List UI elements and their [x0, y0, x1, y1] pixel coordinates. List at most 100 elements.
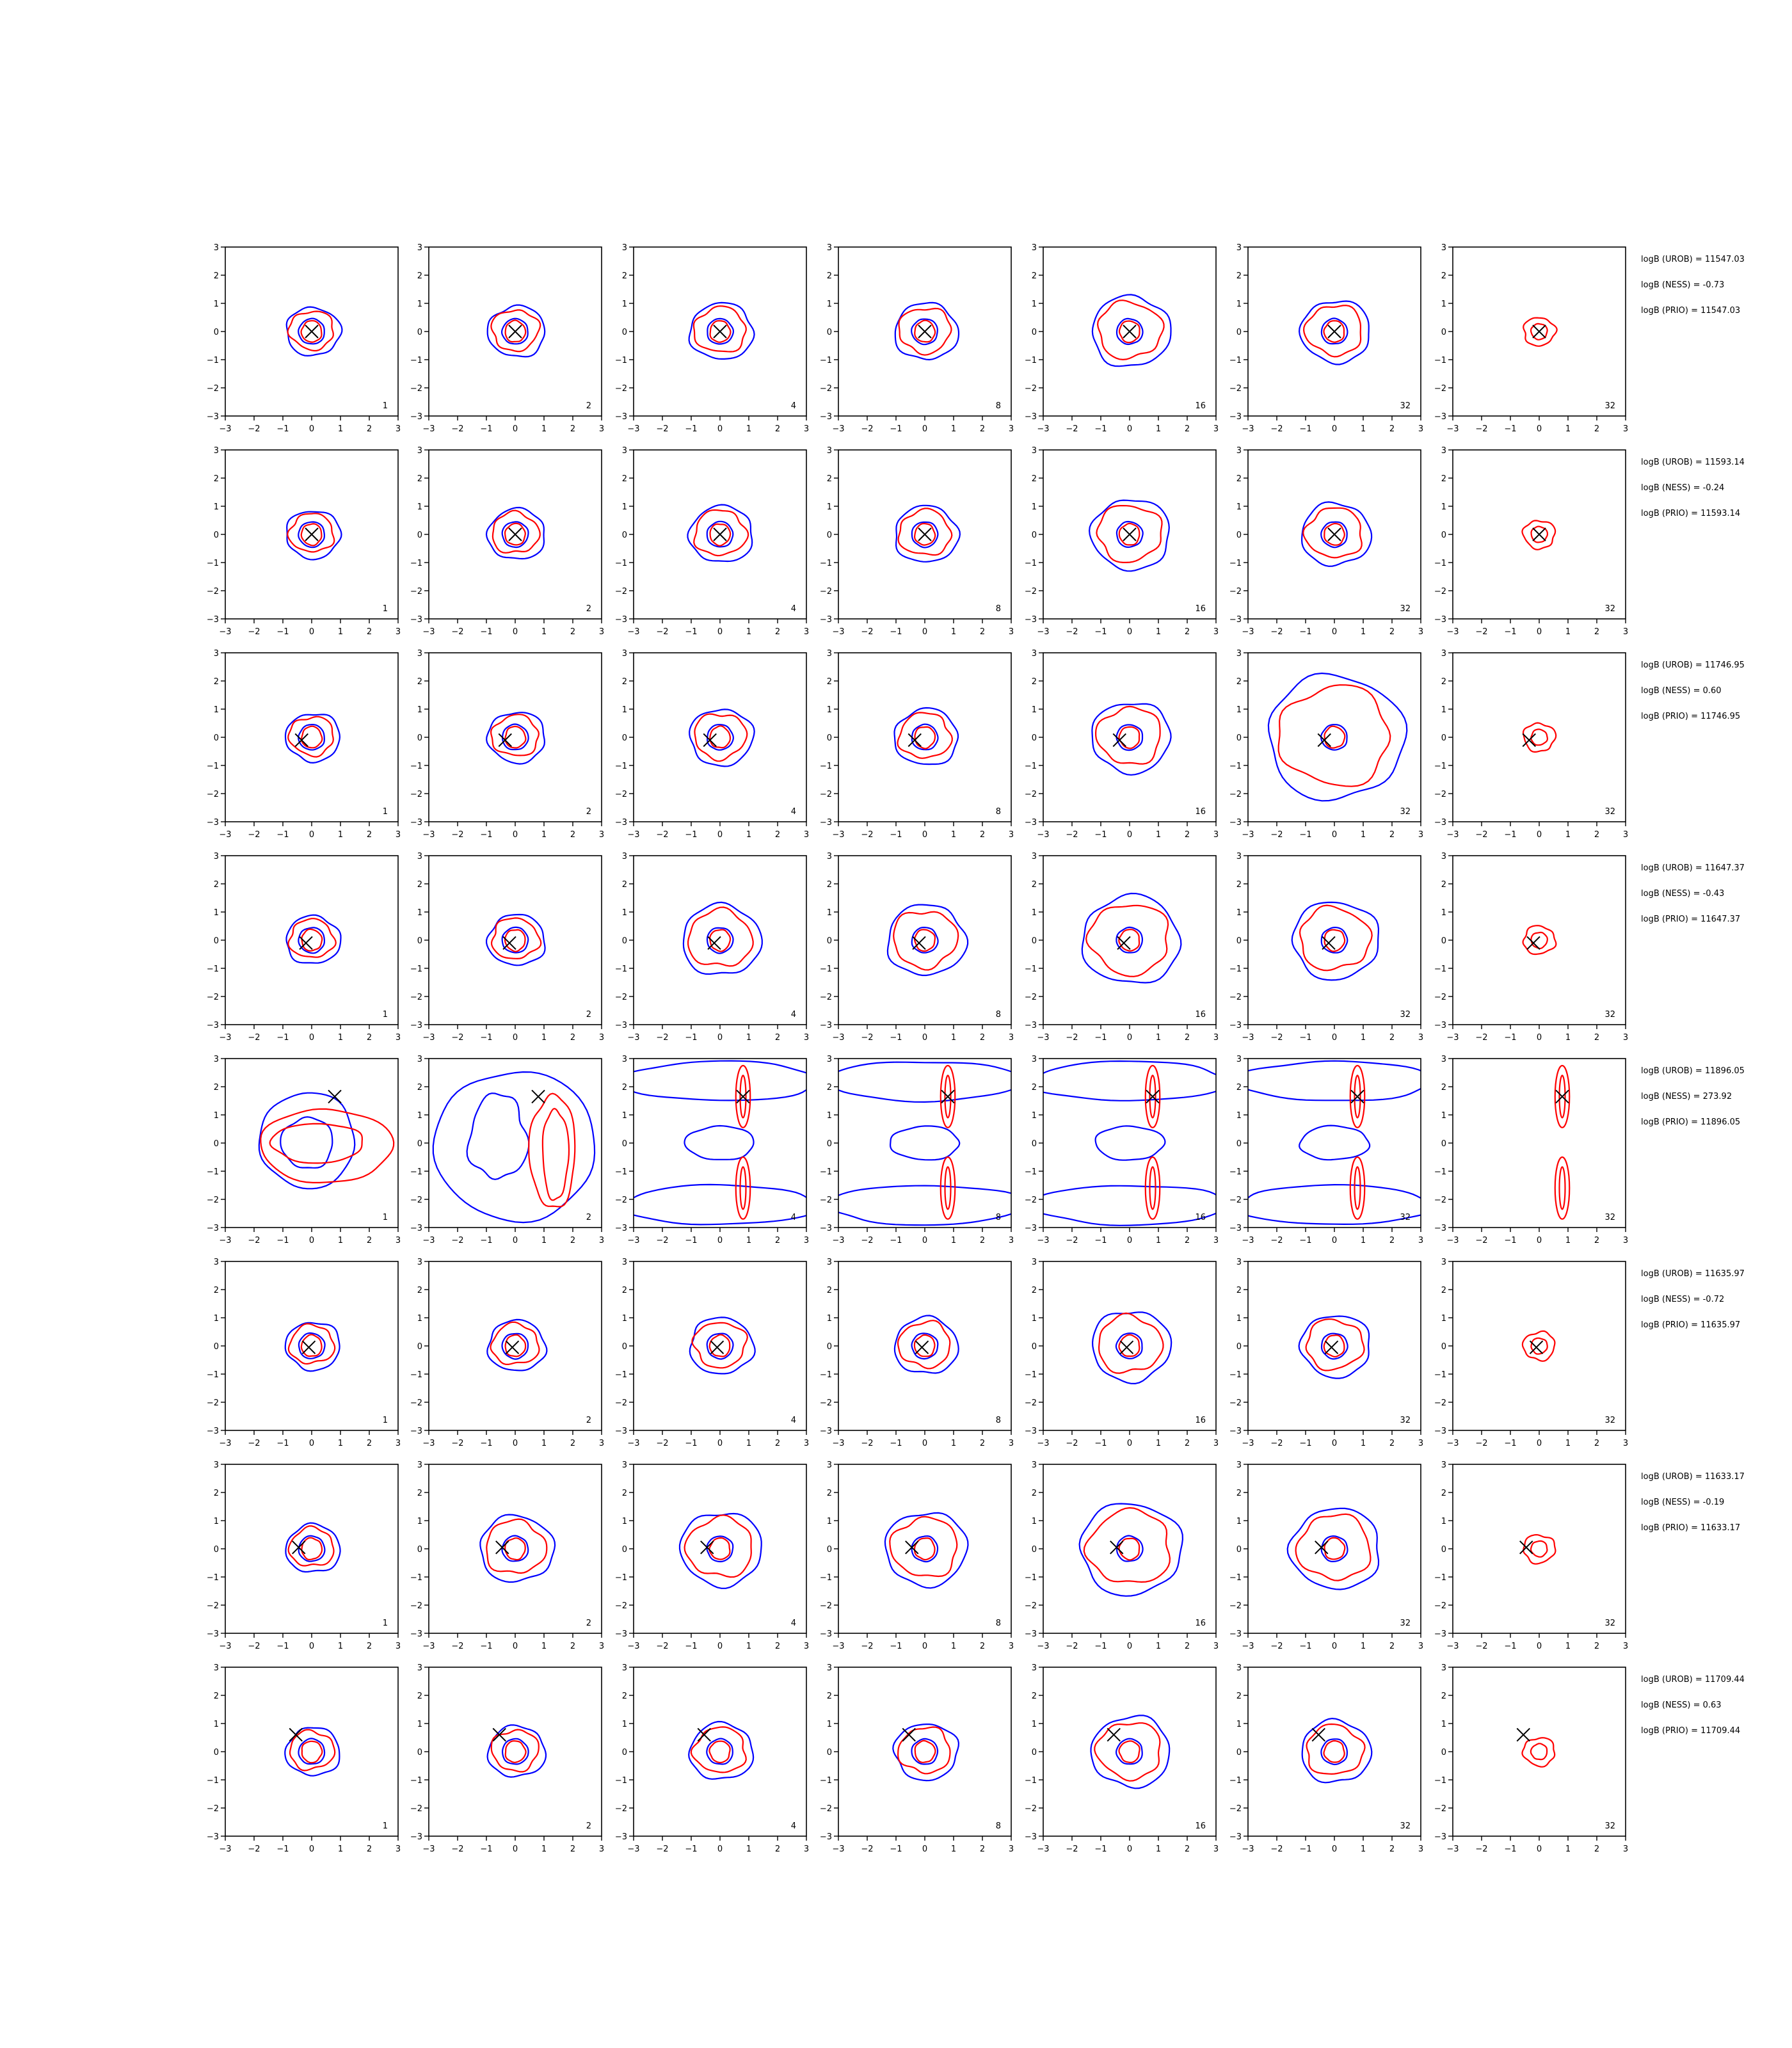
true-value-marker [1119, 1340, 1134, 1354]
y-tick-label: −1 [1025, 1370, 1037, 1380]
y-tick-label: −1 [615, 356, 627, 365]
panel-r7-c1: −3 3 −2 2 −1 1 0 0 1 −1 2 −2 3 −3 1 [207, 1460, 401, 1651]
x-tick-label: 3 [804, 1439, 809, 1448]
true-value-marker [1322, 936, 1336, 950]
x-tick-label: 1 [746, 1033, 751, 1043]
stat-line: logB (PRIO) = 11593.14 [1641, 509, 1740, 518]
y-tick-label: 3 [1032, 1460, 1037, 1470]
y-tick-label: 3 [1441, 1055, 1446, 1064]
y-tick-label: 3 [214, 649, 219, 659]
x-tick-label: −3 [1037, 1844, 1049, 1854]
y-tick-label: 0 [1236, 1139, 1242, 1149]
y-tick-label: 2 [1032, 1489, 1037, 1498]
y-tick-label: 0 [214, 1748, 219, 1757]
y-tick-label: 1 [214, 1111, 219, 1121]
x-tick-label: 3 [1623, 424, 1628, 434]
x-tick-label: −2 [248, 1236, 260, 1245]
panel-r3-c4: −3 3 −2 2 −1 1 0 0 1 −1 2 −2 3 −3 8 [820, 649, 1014, 840]
panel-r5-c1: −3 3 −2 2 −1 1 0 0 1 −1 2 −2 3 −3 1 [207, 1055, 401, 1245]
x-tick-label: 0 [1127, 1236, 1132, 1245]
true-value-marker [305, 324, 319, 339]
blue-contour [479, 1514, 556, 1583]
panel-r6-c1: −3 3 −2 2 −1 1 0 0 1 −1 2 −2 3 −3 1 [207, 1258, 401, 1448]
y-tick-label: −1 [410, 1776, 422, 1786]
y-tick-label: 1 [827, 300, 832, 309]
y-tick-label: −1 [820, 964, 832, 974]
y-tick-label: −2 [1434, 993, 1446, 1002]
y-tick-label: 1 [417, 1111, 422, 1121]
panel-number: 2 [586, 1416, 591, 1425]
y-tick-label: −3 [615, 1021, 627, 1030]
x-tick-label: 2 [1185, 627, 1190, 637]
y-tick-label: 1 [1441, 908, 1446, 918]
true-value-marker [1526, 936, 1540, 950]
y-tick-label: −1 [1025, 1776, 1037, 1786]
x-tick-label: −2 [1270, 1642, 1283, 1651]
y-tick-label: −2 [820, 1398, 832, 1408]
y-tick-label: −3 [207, 1224, 219, 1233]
true-value-marker [697, 1727, 711, 1742]
x-tick-label: −1 [276, 1642, 289, 1651]
y-tick-label: 1 [214, 1720, 219, 1729]
x-tick-label: 3 [1009, 830, 1014, 840]
y-tick-label: 3 [1032, 1055, 1037, 1064]
y-tick-label: 1 [1441, 1314, 1446, 1324]
panel-r4-c2: −3 3 −2 2 −1 1 0 0 1 −1 2 −2 3 −3 2 [410, 852, 604, 1043]
y-tick-label: 3 [1441, 1258, 1446, 1267]
y-tick-label: 3 [1032, 1663, 1037, 1673]
y-tick-label: 0 [622, 531, 627, 540]
blue-contour [1301, 1717, 1373, 1784]
y-tick-label: 0 [622, 328, 627, 337]
y-tick-label: −1 [410, 559, 422, 568]
blue-contour [706, 1535, 734, 1563]
true-value-marker [505, 1340, 520, 1354]
y-tick-label: 1 [214, 705, 219, 715]
y-tick-label: 1 [622, 502, 627, 512]
stat-line: logB (PRIO) = 11709.44 [1641, 1726, 1740, 1736]
y-tick-label: 0 [622, 1748, 627, 1757]
panel-frame [838, 855, 1012, 1025]
x-tick-label: −2 [451, 1439, 463, 1448]
x-tick-label: 0 [309, 1439, 314, 1448]
true-value-marker [1311, 1727, 1325, 1742]
red-contour [1521, 520, 1556, 550]
y-tick-label: −2 [207, 1804, 219, 1814]
panel-number: 2 [586, 807, 591, 817]
y-tick-label: −2 [1229, 1804, 1242, 1814]
red-contour [300, 523, 323, 547]
true-value-marker [703, 733, 717, 748]
true-value-marker [299, 936, 313, 950]
red-contour [1530, 323, 1548, 340]
red-contour [504, 1740, 527, 1763]
x-tick-label: −3 [1037, 1033, 1049, 1043]
panel-number: 16 [1195, 807, 1206, 817]
y-tick-label: −2 [1434, 1398, 1446, 1408]
red-contour [708, 1537, 731, 1560]
x-tick-label: 2 [1389, 1844, 1395, 1854]
true-value-marker [508, 324, 522, 339]
y-tick-label: 3 [417, 1460, 422, 1470]
y-tick-label: −2 [1025, 1804, 1037, 1814]
y-tick-label: −1 [615, 1167, 627, 1177]
x-tick-label: 0 [922, 1439, 927, 1448]
y-tick-label: 0 [827, 936, 832, 946]
y-tick-label: −2 [207, 1601, 219, 1611]
x-tick-label: 1 [338, 1236, 343, 1245]
y-tick-label: −1 [410, 356, 422, 365]
blue-contour [280, 1116, 333, 1169]
panel-r4-c1: −3 3 −2 2 −1 1 0 0 1 −1 2 −2 3 −3 1 [207, 852, 401, 1043]
y-tick-label: 1 [1441, 502, 1446, 512]
panel-number: 32 [1400, 1619, 1411, 1628]
x-tick-label: 3 [599, 1439, 604, 1448]
x-tick-label: 1 [951, 1642, 956, 1651]
y-tick-label: 3 [214, 446, 219, 456]
x-tick-label: 1 [1156, 1236, 1161, 1245]
y-tick-label: 1 [417, 1517, 422, 1526]
stat-line: logB (NESS) = -0.19 [1641, 1498, 1724, 1507]
y-tick-label: 0 [1032, 936, 1037, 946]
x-tick-label: 0 [309, 1844, 314, 1854]
blue-contour [634, 1183, 806, 1226]
x-tick-label: −1 [1299, 424, 1311, 434]
red-contour [490, 1729, 540, 1773]
y-tick-label: 1 [622, 705, 627, 715]
